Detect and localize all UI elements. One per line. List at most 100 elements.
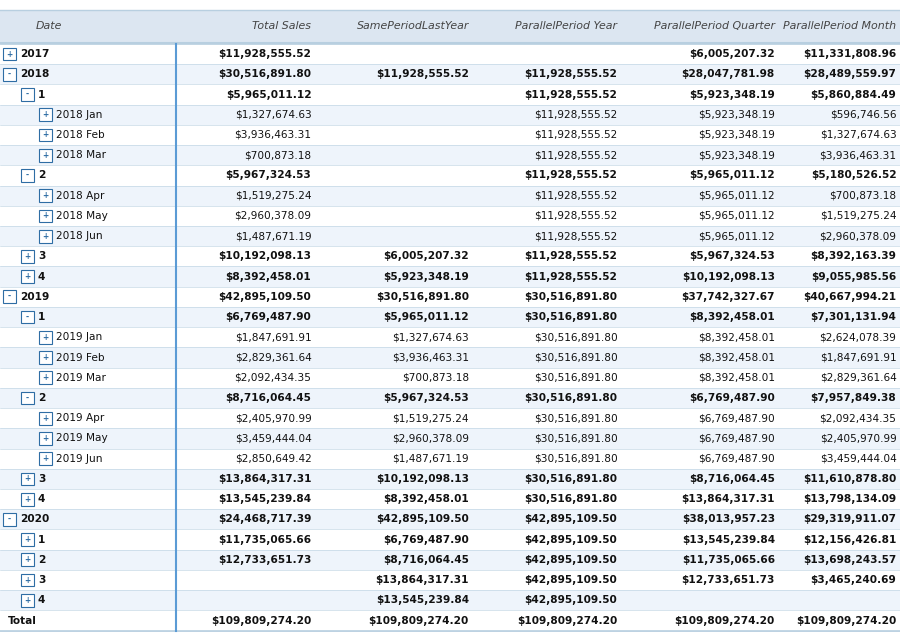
Text: 3: 3 bbox=[38, 575, 45, 585]
Text: $11,928,555.52: $11,928,555.52 bbox=[525, 90, 617, 99]
Text: +: + bbox=[42, 151, 49, 160]
FancyBboxPatch shape bbox=[39, 452, 52, 465]
FancyBboxPatch shape bbox=[0, 85, 900, 104]
Text: +: + bbox=[24, 555, 31, 564]
Text: $11,928,555.52: $11,928,555.52 bbox=[535, 190, 617, 201]
Text: $1,847,691.91: $1,847,691.91 bbox=[820, 352, 896, 362]
Text: $1,847,691.91: $1,847,691.91 bbox=[235, 333, 311, 342]
FancyBboxPatch shape bbox=[0, 64, 900, 85]
Text: $6,769,487.90: $6,769,487.90 bbox=[226, 312, 311, 322]
Text: $5,923,348.19: $5,923,348.19 bbox=[698, 110, 775, 120]
Text: $13,545,239.84: $13,545,239.84 bbox=[682, 534, 775, 545]
Text: +: + bbox=[6, 50, 13, 59]
Text: $10,192,098.13: $10,192,098.13 bbox=[376, 474, 469, 484]
FancyBboxPatch shape bbox=[39, 108, 52, 121]
Text: 2019 May: 2019 May bbox=[56, 433, 107, 443]
Text: $30,516,891.80: $30,516,891.80 bbox=[525, 474, 617, 484]
Text: $28,047,781.98: $28,047,781.98 bbox=[681, 69, 775, 79]
Text: $42,895,109.50: $42,895,109.50 bbox=[525, 575, 617, 585]
Text: 2018 Apr: 2018 Apr bbox=[56, 190, 104, 201]
Text: $40,667,994.21: $40,667,994.21 bbox=[804, 292, 896, 302]
Text: $3,465,240.69: $3,465,240.69 bbox=[811, 575, 896, 585]
Text: $2,092,434.35: $2,092,434.35 bbox=[820, 413, 896, 423]
Text: 2019 Feb: 2019 Feb bbox=[56, 352, 104, 362]
Text: 3: 3 bbox=[38, 474, 45, 484]
Text: $1,487,671.19: $1,487,671.19 bbox=[392, 454, 469, 464]
Text: $8,392,458.01: $8,392,458.01 bbox=[689, 312, 775, 322]
Text: $42,895,109.50: $42,895,109.50 bbox=[525, 596, 617, 605]
FancyBboxPatch shape bbox=[0, 226, 900, 247]
Text: $11,928,555.52: $11,928,555.52 bbox=[525, 252, 617, 261]
FancyBboxPatch shape bbox=[0, 550, 900, 570]
Text: 2017: 2017 bbox=[20, 49, 50, 59]
Text: $6,769,487.90: $6,769,487.90 bbox=[383, 534, 469, 545]
FancyBboxPatch shape bbox=[0, 327, 900, 347]
FancyBboxPatch shape bbox=[21, 493, 34, 506]
Text: 3: 3 bbox=[38, 252, 45, 261]
Text: $30,516,891.80: $30,516,891.80 bbox=[525, 494, 617, 504]
Text: $8,716,064.45: $8,716,064.45 bbox=[689, 474, 775, 484]
Text: 2018 Mar: 2018 Mar bbox=[56, 150, 106, 161]
Text: $8,392,458.01: $8,392,458.01 bbox=[226, 271, 311, 282]
FancyBboxPatch shape bbox=[0, 489, 900, 509]
FancyBboxPatch shape bbox=[0, 509, 900, 529]
Text: +: + bbox=[42, 110, 49, 119]
Text: $2,960,378.09: $2,960,378.09 bbox=[234, 211, 311, 221]
FancyBboxPatch shape bbox=[3, 48, 16, 61]
Text: $30,516,891.80: $30,516,891.80 bbox=[376, 292, 469, 302]
Text: $2,405,970.99: $2,405,970.99 bbox=[820, 433, 896, 443]
FancyBboxPatch shape bbox=[0, 185, 900, 206]
Text: $8,392,458.01: $8,392,458.01 bbox=[383, 494, 469, 504]
Text: +: + bbox=[24, 535, 31, 544]
Text: $5,967,324.53: $5,967,324.53 bbox=[689, 252, 775, 261]
Text: +: + bbox=[24, 272, 31, 281]
Text: $11,735,065.66: $11,735,065.66 bbox=[682, 555, 775, 565]
FancyBboxPatch shape bbox=[0, 166, 900, 185]
Text: -: - bbox=[8, 70, 11, 79]
Text: $8,392,458.01: $8,392,458.01 bbox=[698, 352, 775, 362]
FancyBboxPatch shape bbox=[21, 250, 34, 262]
Text: $1,327,674.63: $1,327,674.63 bbox=[235, 110, 311, 120]
Text: $24,468,717.39: $24,468,717.39 bbox=[218, 514, 311, 524]
Text: $596,746.56: $596,746.56 bbox=[830, 110, 896, 120]
Text: $30,516,891.80: $30,516,891.80 bbox=[534, 454, 617, 464]
Text: $12,156,426.81: $12,156,426.81 bbox=[803, 534, 896, 545]
Text: $6,005,207.32: $6,005,207.32 bbox=[383, 252, 469, 261]
Text: +: + bbox=[42, 232, 49, 241]
Text: -: - bbox=[26, 90, 29, 99]
Text: 1: 1 bbox=[38, 312, 45, 322]
Text: $11,928,555.52: $11,928,555.52 bbox=[525, 271, 617, 282]
Text: $109,809,274.20: $109,809,274.20 bbox=[675, 615, 775, 626]
FancyBboxPatch shape bbox=[0, 590, 900, 610]
Text: +: + bbox=[42, 353, 49, 362]
Text: $13,798,134.09: $13,798,134.09 bbox=[804, 494, 896, 504]
FancyBboxPatch shape bbox=[0, 104, 900, 125]
Text: $6,769,487.90: $6,769,487.90 bbox=[698, 433, 775, 443]
Text: $11,928,555.52: $11,928,555.52 bbox=[376, 69, 469, 79]
FancyBboxPatch shape bbox=[21, 473, 34, 485]
Text: $2,405,970.99: $2,405,970.99 bbox=[235, 413, 311, 423]
Text: $2,092,434.35: $2,092,434.35 bbox=[235, 373, 311, 383]
FancyBboxPatch shape bbox=[0, 145, 900, 166]
Text: $2,850,649.42: $2,850,649.42 bbox=[235, 454, 311, 464]
Text: $11,735,065.66: $11,735,065.66 bbox=[219, 534, 311, 545]
FancyBboxPatch shape bbox=[39, 189, 52, 202]
FancyBboxPatch shape bbox=[0, 610, 900, 631]
Text: $6,769,487.90: $6,769,487.90 bbox=[698, 413, 775, 423]
Text: $1,519,275.24: $1,519,275.24 bbox=[392, 413, 469, 423]
Text: 2018: 2018 bbox=[20, 69, 50, 79]
Text: $700,873.18: $700,873.18 bbox=[829, 190, 896, 201]
Text: $13,864,317.31: $13,864,317.31 bbox=[375, 575, 469, 585]
Text: ParallelPeriod Year: ParallelPeriod Year bbox=[516, 21, 617, 31]
FancyBboxPatch shape bbox=[39, 230, 52, 243]
Text: 2: 2 bbox=[38, 555, 45, 565]
Text: +: + bbox=[24, 576, 31, 585]
Text: $5,965,011.12: $5,965,011.12 bbox=[698, 211, 775, 221]
Text: $3,936,463.31: $3,936,463.31 bbox=[819, 150, 896, 161]
Text: $5,965,011.12: $5,965,011.12 bbox=[698, 231, 775, 241]
Text: $1,519,275.24: $1,519,275.24 bbox=[820, 211, 896, 221]
Text: 2: 2 bbox=[38, 171, 45, 180]
Text: $109,809,274.20: $109,809,274.20 bbox=[796, 615, 896, 626]
Text: 4: 4 bbox=[38, 596, 45, 605]
Text: +: + bbox=[24, 475, 31, 483]
